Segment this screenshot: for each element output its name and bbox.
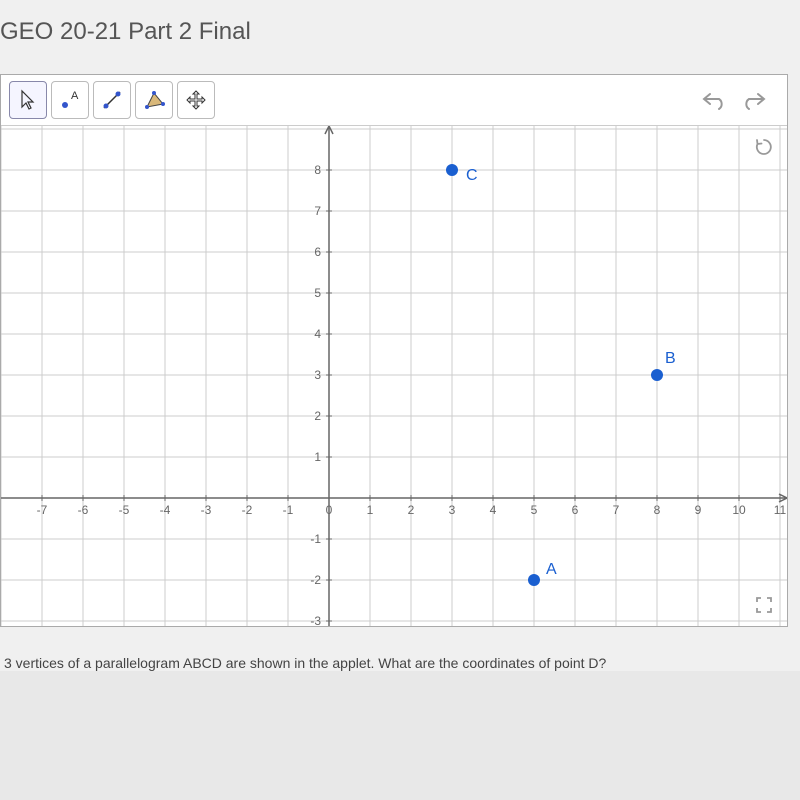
move-tool[interactable] xyxy=(177,81,215,119)
svg-text:7: 7 xyxy=(613,503,620,517)
graph-area[interactable]: -7 -6 -5 -4 -3 -2 -1 0 1 2 3 4 5 6 7 8 9 10 11 -3 -2 -1 1 2 3 4 5 6… xyxy=(1,126,787,626)
svg-text:-7: -7 xyxy=(37,503,48,517)
refresh-button[interactable] xyxy=(751,134,777,160)
undo-button[interactable] xyxy=(697,83,731,117)
svg-text:A: A xyxy=(71,90,79,102)
move-icon xyxy=(185,89,207,111)
svg-text:8: 8 xyxy=(314,163,321,177)
svg-text:-3: -3 xyxy=(201,503,212,517)
svg-text:2: 2 xyxy=(408,503,415,517)
toolbar: A xyxy=(1,75,787,126)
redo-icon xyxy=(741,90,767,110)
svg-text:-4: -4 xyxy=(160,503,171,517)
svg-text:0: 0 xyxy=(326,503,333,517)
svg-text:-1: -1 xyxy=(310,532,321,546)
point-a-icon: A xyxy=(58,88,82,112)
svg-text:-2: -2 xyxy=(242,503,253,517)
line-icon xyxy=(100,88,124,112)
line-tool[interactable] xyxy=(93,81,131,119)
fullscreen-button[interactable] xyxy=(751,592,777,618)
svg-text:2: 2 xyxy=(314,409,321,423)
svg-text:10: 10 xyxy=(732,503,746,517)
select-tool[interactable] xyxy=(9,81,47,119)
geogebra-applet: A -7 -6 -5 -4 -3 -2 -1 0 1 2 3 4 5 6 7 8 9 10 xyxy=(0,74,788,627)
triangle-icon xyxy=(142,88,166,112)
svg-text:-1: -1 xyxy=(283,503,294,517)
svg-text:A: A xyxy=(546,561,557,578)
svg-text:9: 9 xyxy=(695,503,702,517)
svg-text:3: 3 xyxy=(314,368,321,382)
fullscreen-icon xyxy=(755,596,773,614)
redo-button[interactable] xyxy=(737,83,771,117)
svg-text:-2: -2 xyxy=(310,573,321,587)
svg-text:-3: -3 xyxy=(310,614,321,626)
svg-text:-6: -6 xyxy=(78,503,89,517)
svg-text:5: 5 xyxy=(531,503,538,517)
svg-text:7: 7 xyxy=(314,204,321,218)
page-title: GEO 20-21 Part 2 Final xyxy=(0,0,800,64)
undo-icon xyxy=(701,90,727,110)
question-text: 3 vertices of a parallelogram ABCD are s… xyxy=(0,627,800,671)
svg-text:6: 6 xyxy=(314,245,321,259)
svg-text:4: 4 xyxy=(490,503,497,517)
svg-text:8: 8 xyxy=(654,503,661,517)
svg-text:B: B xyxy=(665,350,676,367)
svg-text:11: 11 xyxy=(774,503,787,517)
svg-text:1: 1 xyxy=(314,450,321,464)
svg-text:3: 3 xyxy=(449,503,456,517)
svg-text:-5: -5 xyxy=(119,503,130,517)
polygon-tool[interactable] xyxy=(135,81,173,119)
svg-text:4: 4 xyxy=(314,327,321,341)
cursor-icon xyxy=(19,89,37,111)
svg-text:1: 1 xyxy=(367,503,374,517)
svg-text:6: 6 xyxy=(572,503,579,517)
refresh-icon xyxy=(754,137,774,157)
coordinate-grid: -7 -6 -5 -4 -3 -2 -1 0 1 2 3 4 5 6 7 8 9 10 11 -3 -2 -1 1 2 3 4 5 6… xyxy=(1,126,787,626)
svg-text:C: C xyxy=(466,167,478,184)
svg-text:5: 5 xyxy=(314,286,321,300)
point-tool[interactable]: A xyxy=(51,81,89,119)
